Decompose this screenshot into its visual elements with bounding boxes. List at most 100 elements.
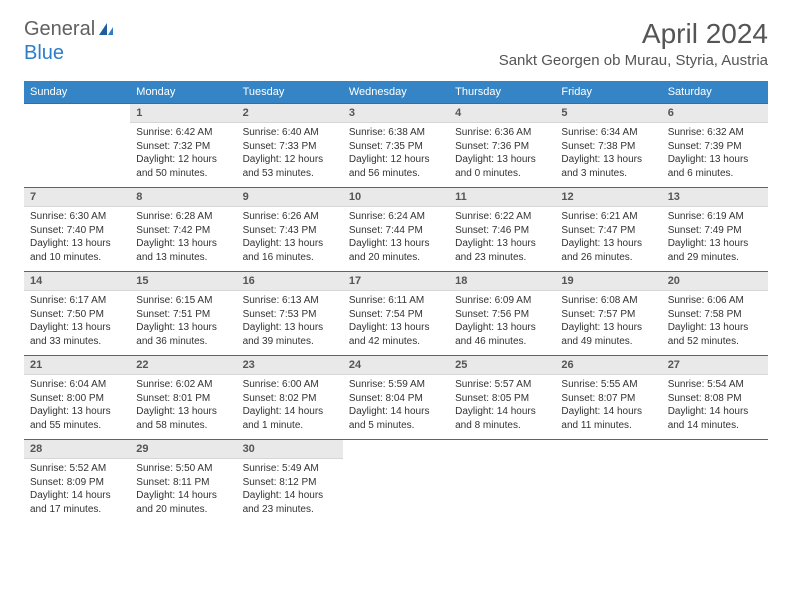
daylight-text: Daylight: 13 hours and 42 minutes. [349, 321, 443, 348]
daylight-text: Daylight: 13 hours and 55 minutes. [30, 405, 124, 432]
day-number: 1 [130, 104, 236, 123]
sunrise-text: Sunrise: 5:57 AM [455, 378, 549, 392]
sunset-text: Sunset: 7:54 PM [349, 308, 443, 322]
day-number: 17 [343, 272, 449, 291]
day-cell: 23Sunrise: 6:00 AMSunset: 8:02 PMDayligh… [237, 356, 343, 440]
day-cell: 26Sunrise: 5:55 AMSunset: 8:07 PMDayligh… [555, 356, 661, 440]
sunrise-text: Sunrise: 6:38 AM [349, 126, 443, 140]
day-cell: 30Sunrise: 5:49 AMSunset: 8:12 PMDayligh… [237, 440, 343, 524]
daylight-text: Daylight: 12 hours and 56 minutes. [349, 153, 443, 180]
daylight-text: Daylight: 14 hours and 5 minutes. [349, 405, 443, 432]
day-number: 4 [449, 104, 555, 123]
day-number: 24 [343, 356, 449, 375]
sunrise-text: Sunrise: 6:15 AM [136, 294, 230, 308]
day-number: 6 [662, 104, 768, 123]
day-number: 8 [130, 188, 236, 207]
day-cell: 18Sunrise: 6:09 AMSunset: 7:56 PMDayligh… [449, 272, 555, 356]
sunset-text: Sunset: 8:11 PM [136, 476, 230, 490]
daylight-text: Daylight: 13 hours and 36 minutes. [136, 321, 230, 348]
daylight-text: Daylight: 13 hours and 26 minutes. [561, 237, 655, 264]
day-number: 7 [24, 188, 130, 207]
weekday-header: Monday [130, 81, 236, 104]
sunrise-text: Sunrise: 6:04 AM [30, 378, 124, 392]
day-body: Sunrise: 6:08 AMSunset: 7:57 PMDaylight:… [555, 291, 661, 351]
day-number: 28 [24, 440, 130, 459]
sunset-text: Sunset: 8:00 PM [30, 392, 124, 406]
day-body: Sunrise: 5:59 AMSunset: 8:04 PMDaylight:… [343, 375, 449, 435]
day-body: Sunrise: 6:24 AMSunset: 7:44 PMDaylight:… [343, 207, 449, 267]
sunrise-text: Sunrise: 6:00 AM [243, 378, 337, 392]
sunset-text: Sunset: 7:36 PM [455, 140, 549, 154]
sunset-text: Sunset: 7:38 PM [561, 140, 655, 154]
day-cell: 2Sunrise: 6:40 AMSunset: 7:33 PMDaylight… [237, 104, 343, 188]
daylight-text: Daylight: 12 hours and 53 minutes. [243, 153, 337, 180]
day-cell: 8Sunrise: 6:28 AMSunset: 7:42 PMDaylight… [130, 188, 236, 272]
day-cell: 19Sunrise: 6:08 AMSunset: 7:57 PMDayligh… [555, 272, 661, 356]
day-cell: 22Sunrise: 6:02 AMSunset: 8:01 PMDayligh… [130, 356, 236, 440]
day-number: 16 [237, 272, 343, 291]
day-cell: 11Sunrise: 6:22 AMSunset: 7:46 PMDayligh… [449, 188, 555, 272]
day-cell: 4Sunrise: 6:36 AMSunset: 7:36 PMDaylight… [449, 104, 555, 188]
sunset-text: Sunset: 7:33 PM [243, 140, 337, 154]
sunrise-text: Sunrise: 6:11 AM [349, 294, 443, 308]
week-row: 21Sunrise: 6:04 AMSunset: 8:00 PMDayligh… [24, 356, 768, 440]
sunset-text: Sunset: 8:07 PM [561, 392, 655, 406]
day-body: Sunrise: 6:32 AMSunset: 7:39 PMDaylight:… [662, 123, 768, 183]
day-cell: 28Sunrise: 5:52 AMSunset: 8:09 PMDayligh… [24, 440, 130, 524]
daylight-text: Daylight: 13 hours and 13 minutes. [136, 237, 230, 264]
day-cell: 7Sunrise: 6:30 AMSunset: 7:40 PMDaylight… [24, 188, 130, 272]
sunset-text: Sunset: 8:12 PM [243, 476, 337, 490]
sunset-text: Sunset: 7:35 PM [349, 140, 443, 154]
day-number: 29 [130, 440, 236, 459]
sunset-text: Sunset: 7:51 PM [136, 308, 230, 322]
location: Sankt Georgen ob Murau, Styria, Austria [499, 52, 768, 69]
logo-text-2: Blue [24, 42, 64, 65]
day-body: Sunrise: 5:50 AMSunset: 8:11 PMDaylight:… [130, 459, 236, 519]
day-cell: 24Sunrise: 5:59 AMSunset: 8:04 PMDayligh… [343, 356, 449, 440]
daylight-text: Daylight: 14 hours and 23 minutes. [243, 489, 337, 516]
day-cell: 15Sunrise: 6:15 AMSunset: 7:51 PMDayligh… [130, 272, 236, 356]
day-cell [24, 104, 130, 188]
daylight-text: Daylight: 13 hours and 46 minutes. [455, 321, 549, 348]
sunset-text: Sunset: 8:08 PM [668, 392, 762, 406]
day-number: 26 [555, 356, 661, 375]
day-body: Sunrise: 6:02 AMSunset: 8:01 PMDaylight:… [130, 375, 236, 435]
day-number: 25 [449, 356, 555, 375]
sunset-text: Sunset: 7:58 PM [668, 308, 762, 322]
day-number: 2 [237, 104, 343, 123]
day-body: Sunrise: 5:52 AMSunset: 8:09 PMDaylight:… [24, 459, 130, 519]
sunrise-text: Sunrise: 6:34 AM [561, 126, 655, 140]
sunset-text: Sunset: 7:44 PM [349, 224, 443, 238]
day-cell: 1Sunrise: 6:42 AMSunset: 7:32 PMDaylight… [130, 104, 236, 188]
day-number: 5 [555, 104, 661, 123]
sunset-text: Sunset: 7:50 PM [30, 308, 124, 322]
day-body: Sunrise: 5:49 AMSunset: 8:12 PMDaylight:… [237, 459, 343, 519]
day-body: Sunrise: 5:55 AMSunset: 8:07 PMDaylight:… [555, 375, 661, 435]
sunset-text: Sunset: 8:09 PM [30, 476, 124, 490]
sunrise-text: Sunrise: 6:02 AM [136, 378, 230, 392]
sunrise-text: Sunrise: 6:17 AM [30, 294, 124, 308]
sunset-text: Sunset: 7:39 PM [668, 140, 762, 154]
day-body: Sunrise: 6:26 AMSunset: 7:43 PMDaylight:… [237, 207, 343, 267]
sunset-text: Sunset: 8:04 PM [349, 392, 443, 406]
weekday-row: Sunday Monday Tuesday Wednesday Thursday… [24, 81, 768, 104]
sunrise-text: Sunrise: 6:26 AM [243, 210, 337, 224]
daylight-text: Daylight: 12 hours and 50 minutes. [136, 153, 230, 180]
day-body: Sunrise: 6:11 AMSunset: 7:54 PMDaylight:… [343, 291, 449, 351]
day-cell [343, 440, 449, 524]
weekday-header: Friday [555, 81, 661, 104]
day-number: 19 [555, 272, 661, 291]
daylight-text: Daylight: 14 hours and 11 minutes. [561, 405, 655, 432]
day-body: Sunrise: 6:28 AMSunset: 7:42 PMDaylight:… [130, 207, 236, 267]
day-cell: 5Sunrise: 6:34 AMSunset: 7:38 PMDaylight… [555, 104, 661, 188]
day-cell: 12Sunrise: 6:21 AMSunset: 7:47 PMDayligh… [555, 188, 661, 272]
month-title: April 2024 [499, 18, 768, 50]
daylight-text: Daylight: 14 hours and 14 minutes. [668, 405, 762, 432]
day-cell [449, 440, 555, 524]
sunset-text: Sunset: 7:40 PM [30, 224, 124, 238]
day-cell [555, 440, 661, 524]
day-number: 10 [343, 188, 449, 207]
daylight-text: Daylight: 14 hours and 20 minutes. [136, 489, 230, 516]
day-body: Sunrise: 6:06 AMSunset: 7:58 PMDaylight:… [662, 291, 768, 351]
day-body: Sunrise: 6:30 AMSunset: 7:40 PMDaylight:… [24, 207, 130, 267]
